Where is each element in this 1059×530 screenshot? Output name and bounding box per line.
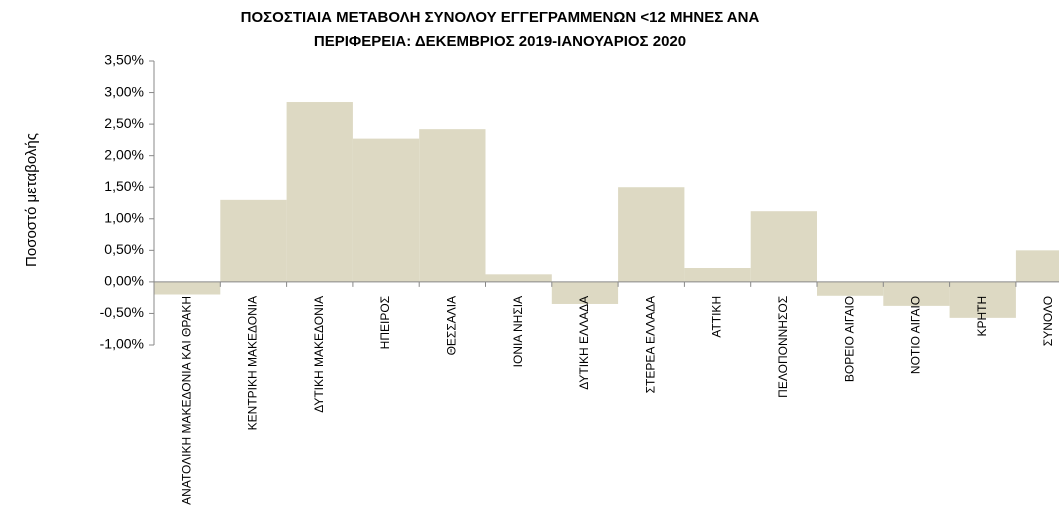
x-tick-label: ΚΡΗΤΗ <box>975 296 989 337</box>
y-tick-label: -1,00% <box>100 336 144 352</box>
bar <box>154 281 221 295</box>
x-tick-label: ΙΟΝΙΑ ΝΗΣΙΑ <box>511 296 525 367</box>
bar <box>352 138 420 282</box>
x-tick-label: ΘΕΣΣΑΛΙΑ <box>445 296 459 356</box>
y-tick-label: 0,00% <box>104 273 144 289</box>
y-tick-label: 1,50% <box>104 178 144 194</box>
chart-title: ΠΟΣΟΣΤΙΑΙΑ ΜΕΤΑΒΟΛΗ ΣΥΝΟΛΟΥ ΕΓΓΕΓΡΑΜΜΕΝΩ… <box>241 9 760 26</box>
chart-title: ΠΕΡΙΦΕΡΕΙΑ: ΔΕΚΕΜΒΡΙΟΣ 2019-ΙΑΝΟΥΑΡΙΟΣ 2… <box>314 33 686 50</box>
bar <box>817 281 884 296</box>
x-tick-label: ΔΥΤΙΚΗ ΜΑΚΕΔΟΝΙΑ <box>312 296 326 413</box>
bar <box>949 281 1016 318</box>
bar <box>485 274 552 282</box>
x-tick-label: ΔΥΤΙΚΗ ΕΛΛΑΔΑ <box>577 296 591 390</box>
x-tick-label: ΠΕΛΟΠΟΝΝΗΣΟΣ <box>776 296 790 398</box>
y-tick-label: 2,00% <box>104 146 144 162</box>
y-tick-label: 2,50% <box>104 115 144 131</box>
x-tick-label: ΑΤΤΙΚΗ <box>710 296 724 338</box>
x-tick-label: ΝΟΤΙΟ ΑΙΓΑΙΟ <box>909 296 923 374</box>
bar <box>750 211 817 282</box>
bar <box>419 129 486 282</box>
x-tick-label: ΣΤΕΡΕΑ ΕΛΛΑΔΑ <box>643 296 657 394</box>
y-tick-label: 0,50% <box>104 241 144 257</box>
bar <box>286 102 353 282</box>
y-tick-label: 1,00% <box>104 209 144 225</box>
y-tick-label: 3,50% <box>104 52 144 68</box>
x-tick-label: ΣΥΝΟΛΟ <box>1041 296 1055 346</box>
x-tick-label: ΑΝΑΤΟΛΙΚΗ ΜΑΚΕΔΟΝΙΑ ΚΑΙ ΘΡΑΚΗ <box>179 296 193 505</box>
bar <box>684 268 751 282</box>
bar <box>551 281 619 304</box>
bar <box>220 199 287 282</box>
x-tick-label: ΒΟΡΕΙΟ ΑΙΓΑΙΟ <box>842 296 856 382</box>
y-axis-label: Ποσοστό μεταβολής <box>23 133 40 267</box>
y-tick-label: 3,00% <box>104 83 144 99</box>
bar <box>618 187 685 282</box>
x-tick-label: ΚΕΝΤΡΙΚΗ ΜΑΚΕΔΟΝΙΑ <box>246 296 260 430</box>
x-tick-label: ΗΠΕΙΡΟΣ <box>378 296 392 349</box>
y-tick-label: -0,50% <box>100 304 144 320</box>
bar <box>883 281 950 306</box>
bar <box>1015 250 1059 282</box>
